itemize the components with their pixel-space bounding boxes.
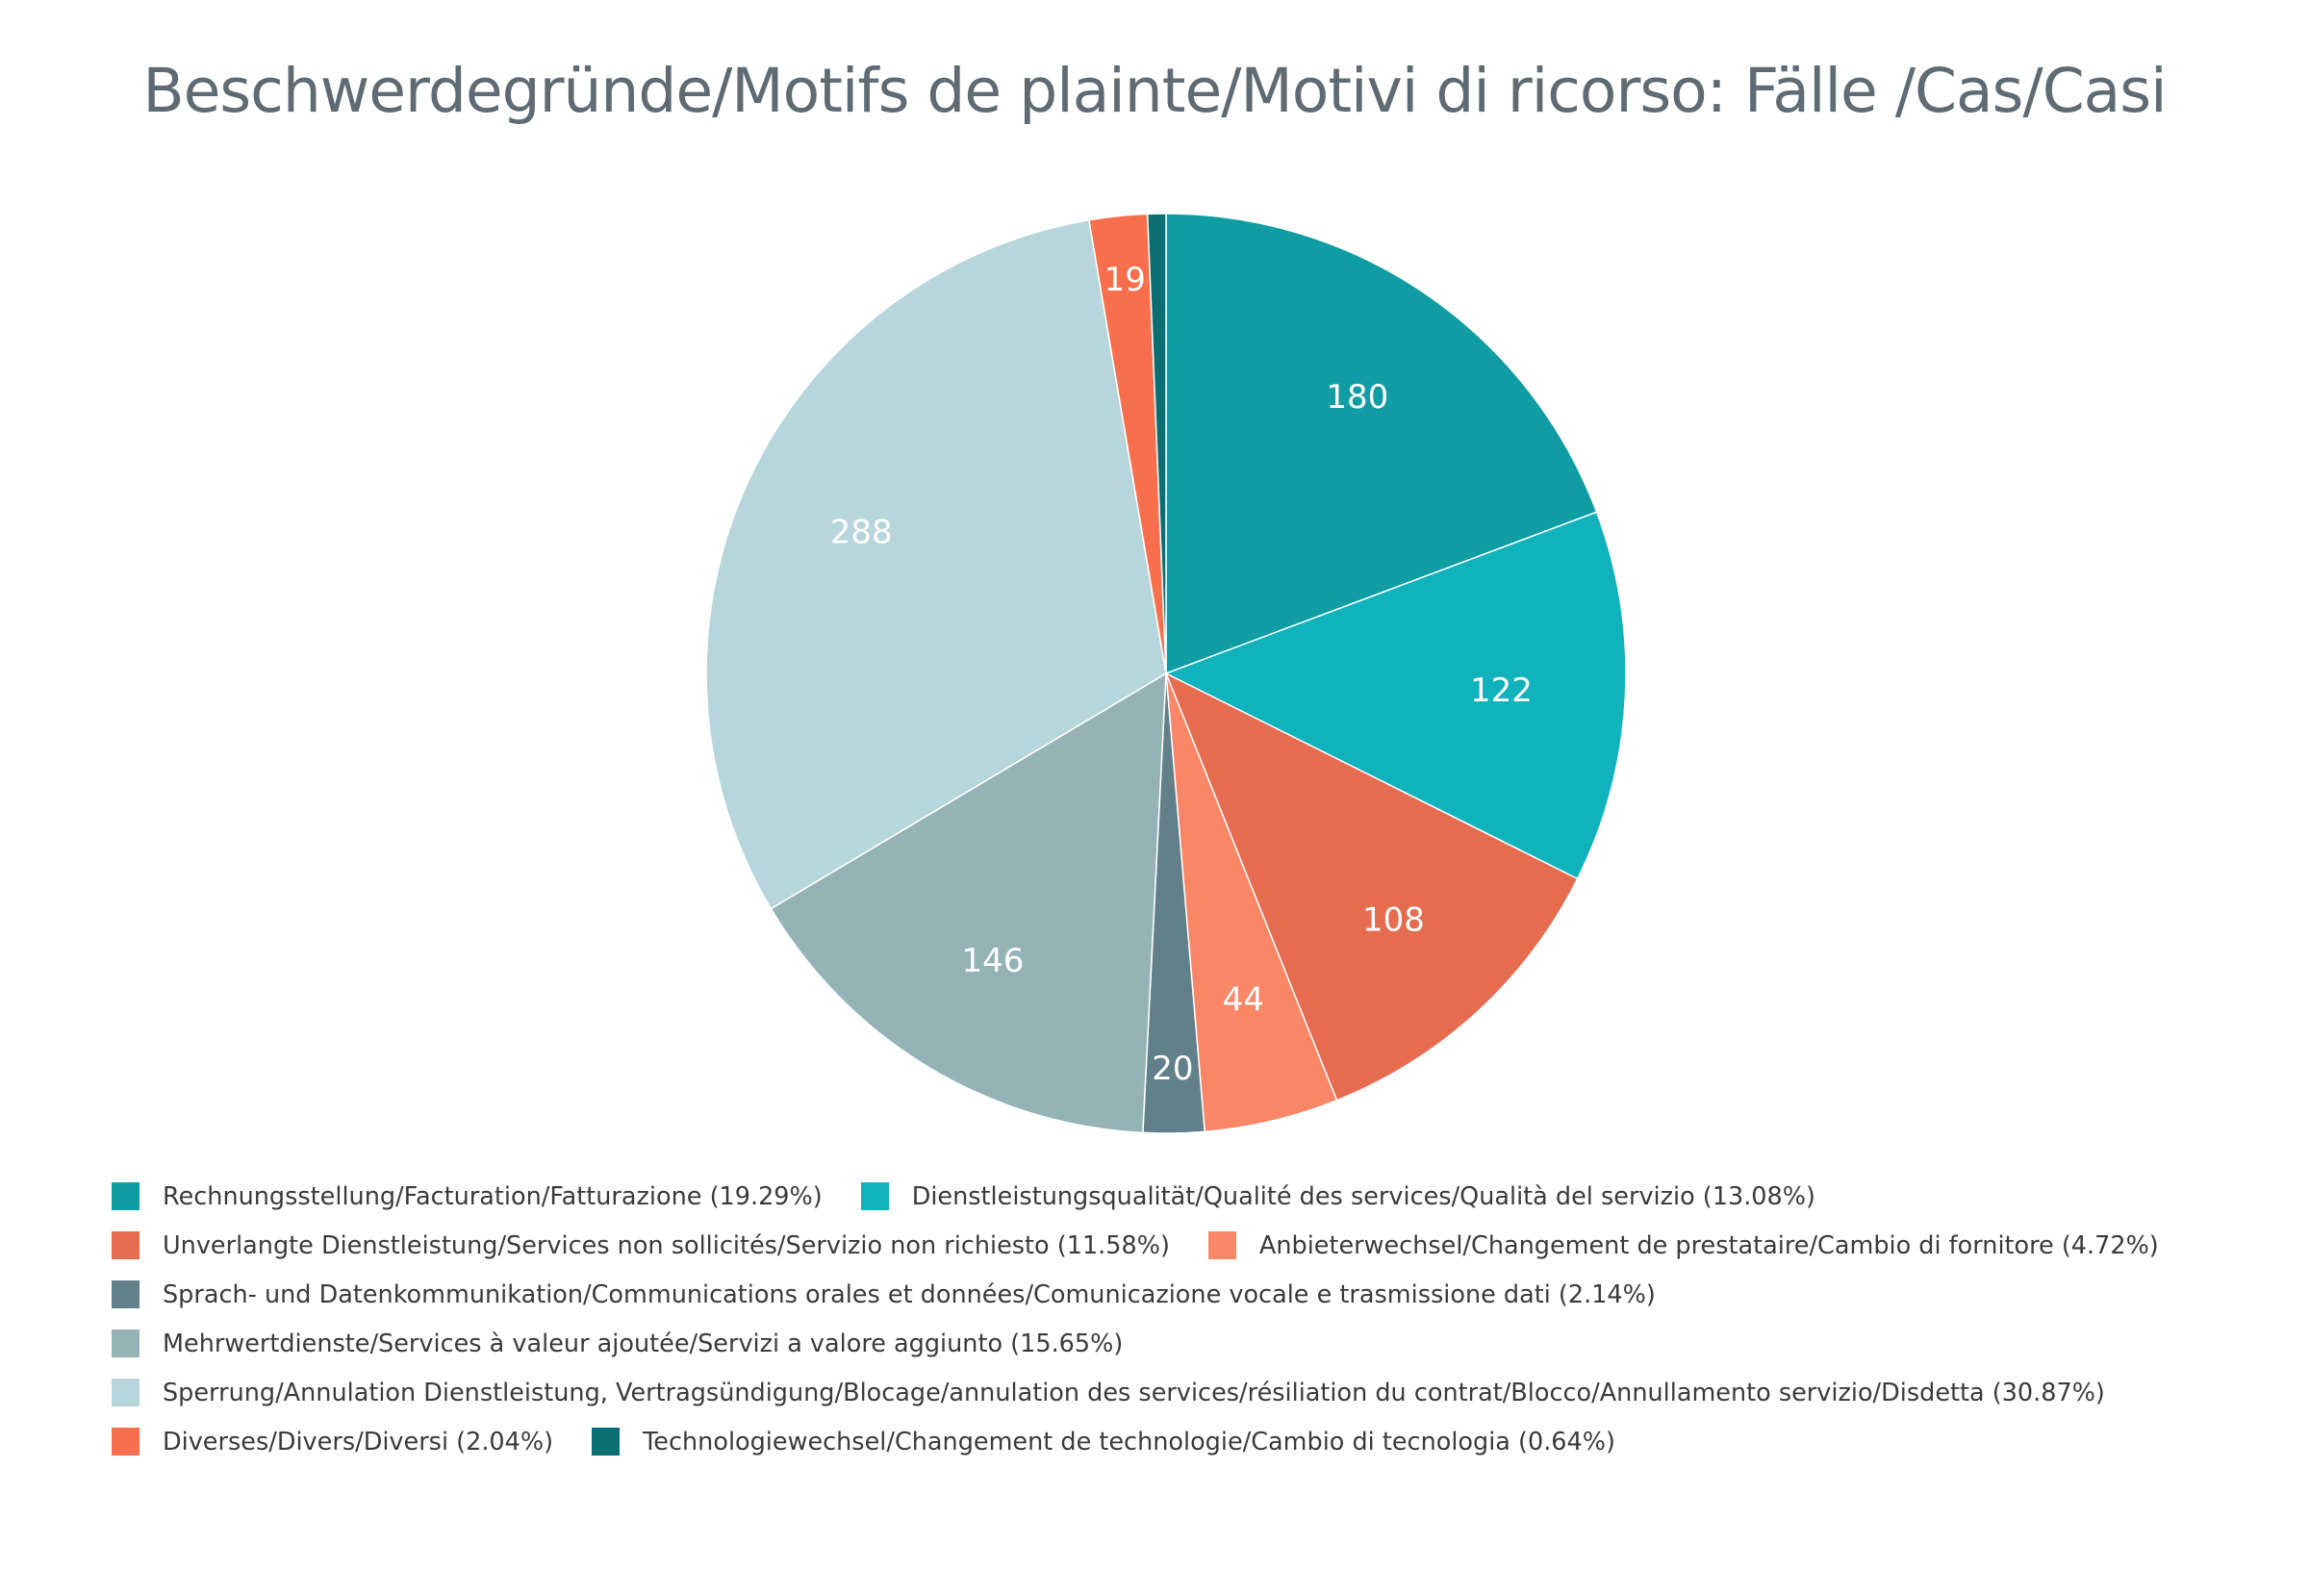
legend-row: Sprach- und Datenkommunikation/Communica…: [112, 1270, 2257, 1319]
chart-title: Beschwerdegründe/Motifs de plainte/Motiv…: [142, 56, 2167, 126]
legend-row: Diverses/Divers/Diversi (2.04%) Technolog…: [112, 1417, 2257, 1466]
legend-label: Sprach- und Datenkommunikation/Communica…: [163, 1279, 1656, 1309]
legend-item[interactable]: Sperrung/Annulation Dienstleistung, Vert…: [112, 1379, 2105, 1407]
legend-row: Unverlangte Dienstleistung/Services non …: [112, 1221, 2257, 1270]
legend-item[interactable]: Mehrwertdienste/Services à valeur ajouté…: [112, 1330, 1123, 1358]
pie-slice: [1165, 213, 1598, 675]
pie-slices: [705, 213, 1627, 1134]
legend-label: Anbieterwechsel/Changement de prestatair…: [1258, 1230, 2159, 1260]
legend-label: Dienstleistungsqualität/Qualité des serv…: [911, 1181, 1815, 1211]
legend-label: Technologiewechsel/Changement de technol…: [643, 1427, 1615, 1457]
slice-value-label: 108: [1362, 901, 1425, 940]
slice-value-label: 20: [1152, 1050, 1193, 1088]
pie-slice: [1164, 511, 1627, 880]
chart-legend: Rechnungsstellung/Facturation/Fatturazio…: [112, 1172, 2257, 1466]
legend-item[interactable]: Unverlangte Dienstleistung/Services non …: [112, 1231, 1170, 1260]
legend-item[interactable]: Technologiewechsel/Changement de technol…: [592, 1428, 1615, 1457]
slice-value-label: 44: [1223, 981, 1264, 1020]
legend-swatch: [112, 1280, 140, 1308]
legend-swatch: [112, 1330, 140, 1357]
legend-row: Mehrwertdienste/Services à valeur ajouté…: [112, 1319, 2257, 1368]
slice-value-label: 180: [1326, 378, 1388, 417]
legend-swatch: [860, 1182, 889, 1210]
pie-slice: [1146, 213, 1167, 674]
legend-swatch: [112, 1379, 140, 1406]
legend-item[interactable]: Dienstleistungsqualität/Qualité des serv…: [860, 1181, 1815, 1211]
pie-slice: [705, 218, 1167, 910]
legend-swatch: [112, 1182, 140, 1210]
legend-item[interactable]: Rechnungsstellung/Facturation/Fatturazio…: [112, 1182, 823, 1211]
slice-value-label: 19: [1104, 261, 1146, 299]
pie-slice: [770, 671, 1167, 1134]
legend-swatch: [592, 1428, 621, 1456]
legend-swatch: [112, 1428, 140, 1456]
slice-value-label: 288: [830, 514, 893, 552]
legend-item[interactable]: Diverses/Divers/Diversi (2.04%): [112, 1428, 553, 1457]
legend-label: Mehrwertdienste/Services à valeur ajouté…: [163, 1329, 1124, 1358]
legend-swatch: [112, 1231, 140, 1259]
legend-label: Rechnungsstellung/Facturation/Fatturazio…: [163, 1181, 823, 1211]
pie-value-labels: 180 122 108 44 20 146 288 19: [830, 261, 1533, 1088]
legend-row: Sperrung/Annulation Dienstleistung, Vert…: [112, 1368, 2257, 1417]
legend-item[interactable]: Anbieterwechsel/Changement de prestatair…: [1207, 1230, 2159, 1260]
pie-slice: [1164, 671, 1579, 1102]
slice-value-label: 146: [962, 942, 1025, 980]
legend-swatch: [1207, 1231, 1236, 1259]
legend-label: Sperrung/Annulation Dienstleistung, Vert…: [163, 1378, 2105, 1407]
legend-item[interactable]: Sprach- und Datenkommunikation/Communica…: [112, 1280, 1656, 1309]
legend-label: Diverses/Divers/Diversi (2.04%): [163, 1427, 554, 1457]
slice-value-label: 122: [1470, 671, 1533, 710]
legend-row: Rechnungsstellung/Facturation/Fatturazio…: [112, 1172, 2257, 1221]
legend-label: Unverlangte Dienstleistung/Services non …: [163, 1230, 1170, 1260]
